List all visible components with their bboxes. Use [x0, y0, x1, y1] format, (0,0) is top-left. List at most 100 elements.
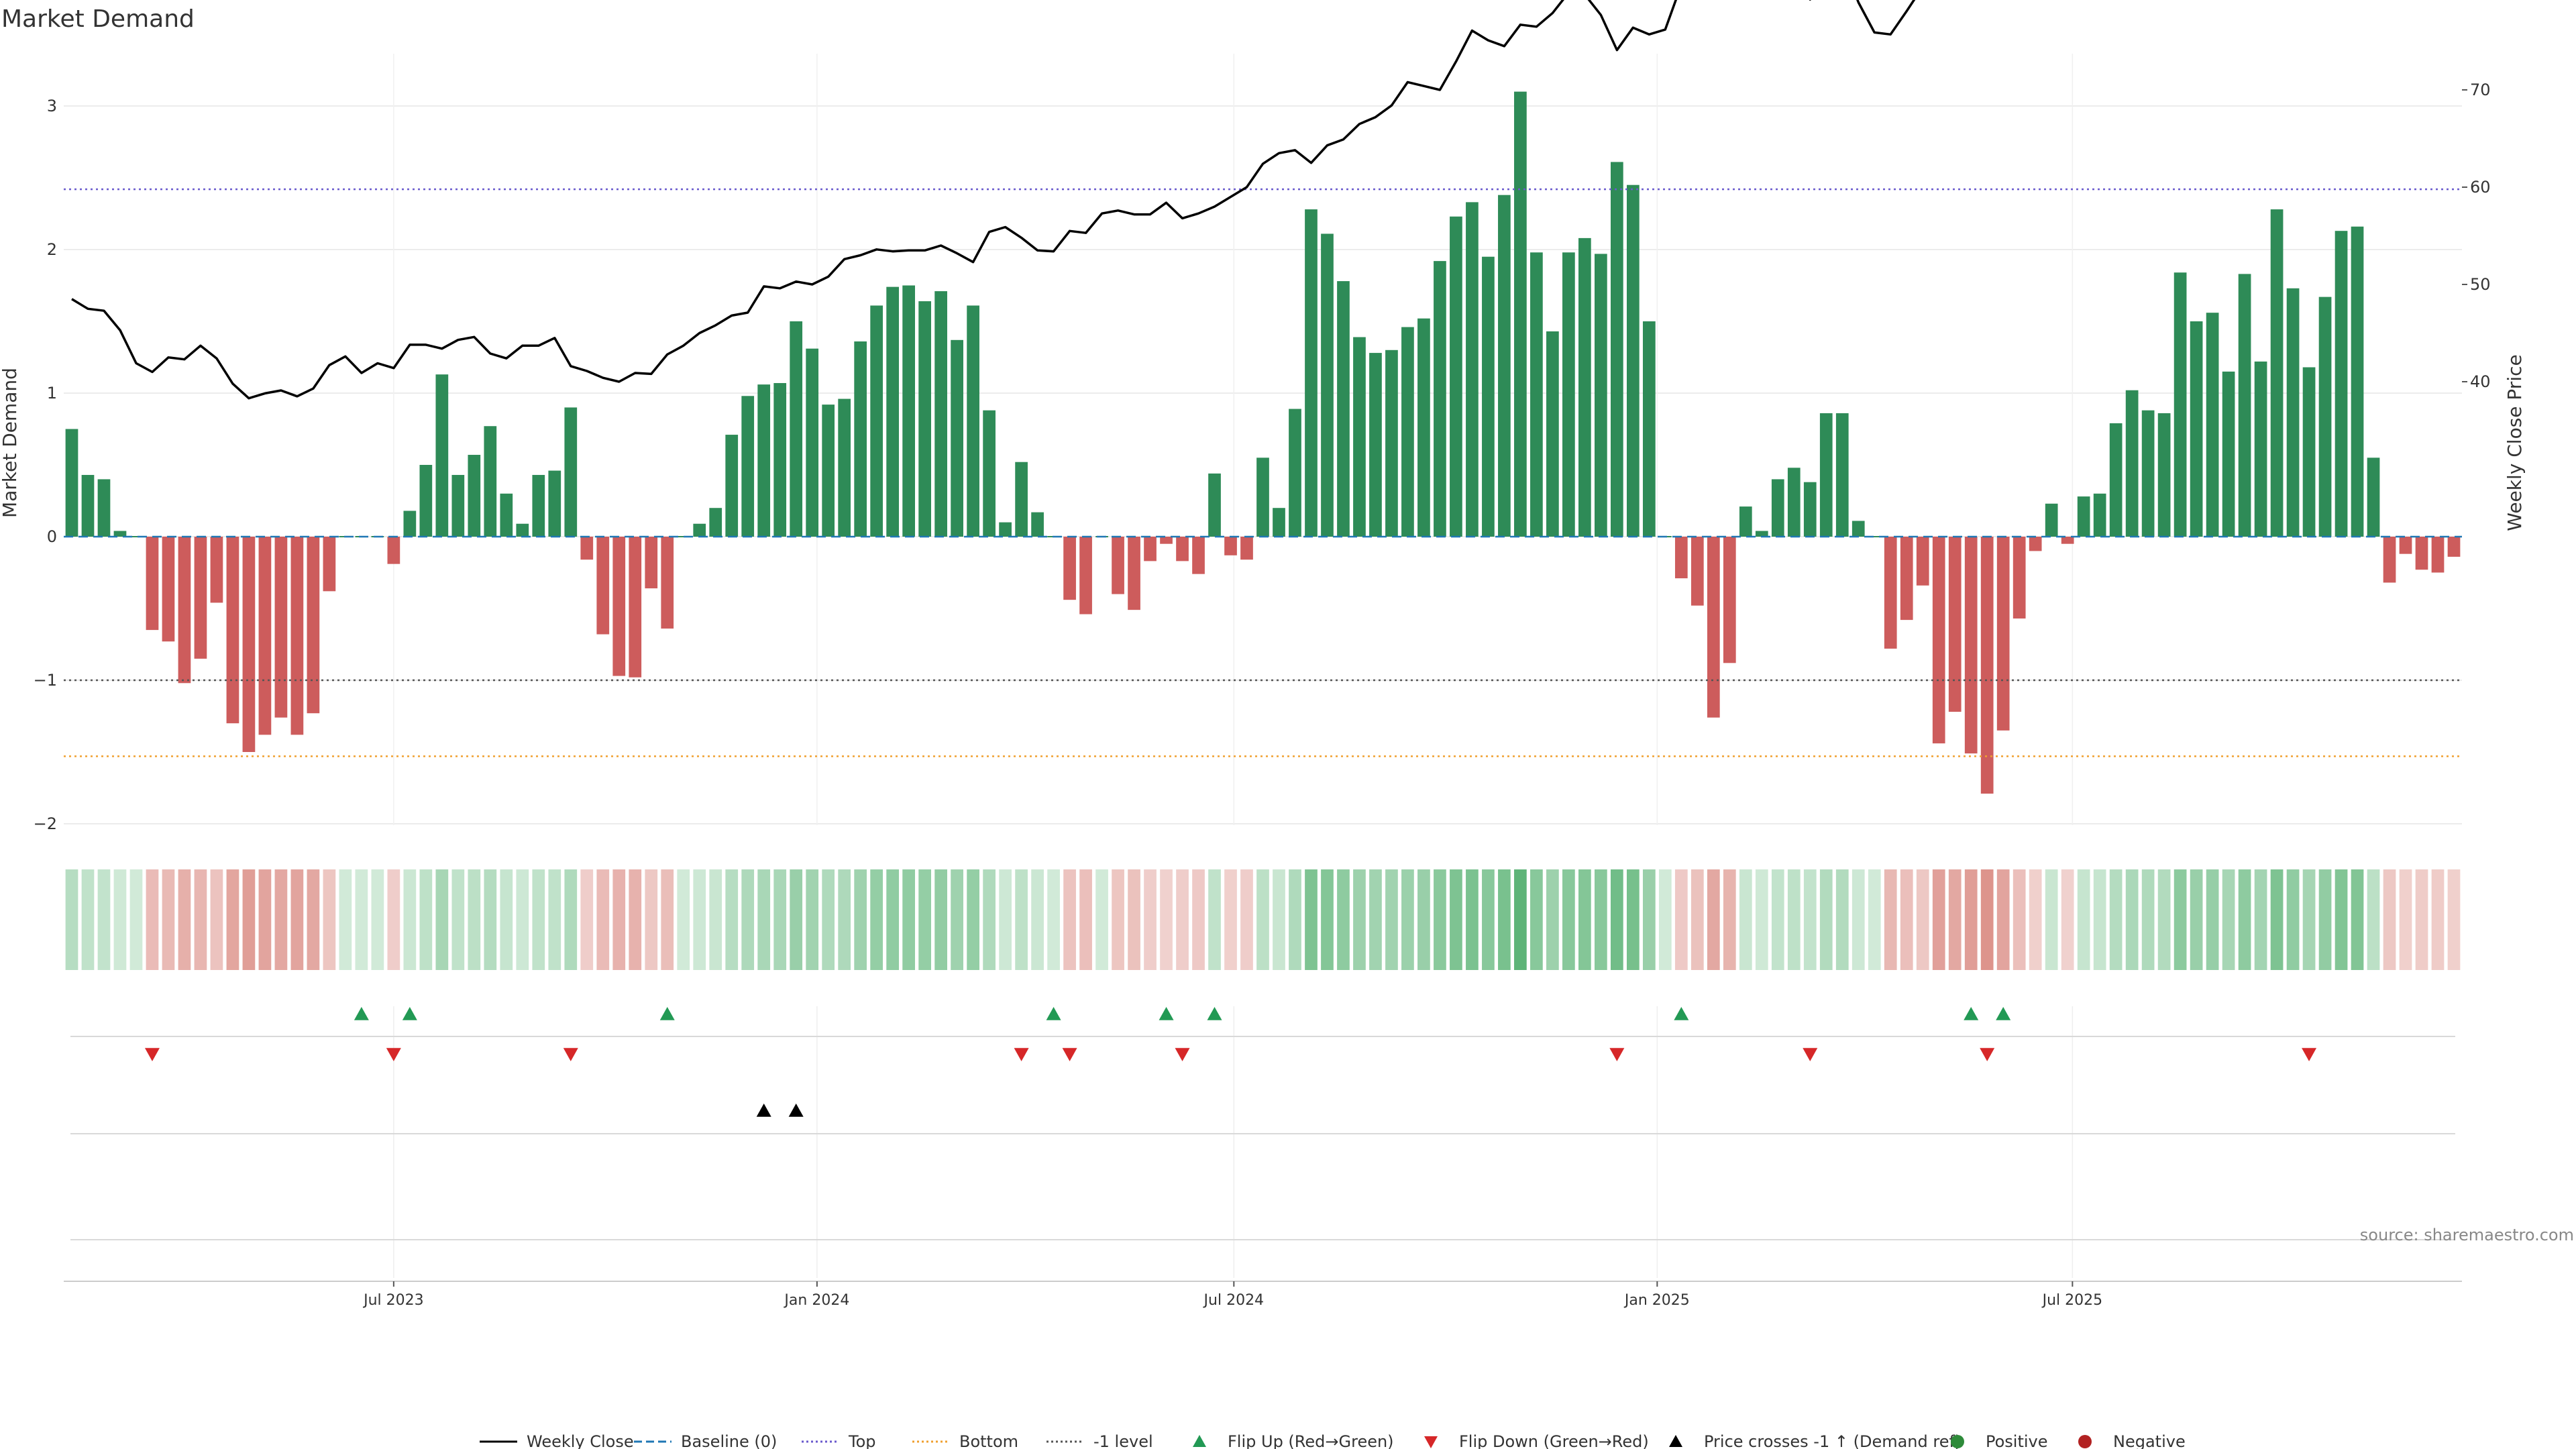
y-tick-label: 2 — [47, 240, 57, 259]
demand-bar — [1739, 506, 1752, 537]
demand-bar — [1771, 479, 1784, 537]
heat-cell — [355, 869, 368, 970]
heat-cell — [1819, 869, 1833, 970]
heat-cell — [1514, 869, 1527, 970]
y-tick-label: −2 — [34, 814, 57, 833]
heat-cell — [645, 869, 658, 970]
demand-bar — [1385, 350, 1398, 537]
heat-cell — [709, 869, 722, 970]
demand-bar — [854, 341, 867, 537]
heat-cell — [661, 869, 674, 970]
demand-bar — [2157, 413, 2171, 537]
demand-bar — [451, 474, 465, 537]
heat-cell — [2302, 869, 2316, 970]
legend-label: Price crosses -1 ↑ (Demand ref) — [1704, 1432, 1961, 1449]
legend-item: Bottom — [912, 1432, 1018, 1449]
demand-bar — [2012, 537, 2026, 619]
heat-cell — [2174, 869, 2187, 970]
heat-cell — [2270, 869, 2284, 970]
flip-down-marker — [1803, 1048, 1818, 1061]
heat-cell — [1658, 869, 1672, 970]
demand-bar — [725, 435, 739, 537]
demand-bar — [2254, 361, 2267, 537]
demand-bar — [2222, 371, 2235, 537]
heat-cell — [387, 869, 400, 970]
heat-cell — [1208, 869, 1221, 970]
demand-bar — [967, 305, 979, 537]
x-tick-label: Jul 2024 — [1203, 1292, 1265, 1309]
demand-bar — [323, 537, 336, 592]
demand-bar — [1063, 537, 1076, 600]
demand-bar — [757, 384, 771, 537]
flip-down-marker — [1062, 1048, 1077, 1061]
demand-bar — [999, 522, 1012, 537]
heat-cell — [500, 869, 513, 970]
heat-cell — [258, 869, 272, 970]
demand-bar — [2351, 226, 2364, 537]
demand-bar — [1803, 482, 1817, 537]
demand-bar — [709, 508, 722, 537]
heat-cell — [419, 869, 433, 970]
heat-cell — [1835, 869, 1849, 970]
y2-tick-label: 50 — [2470, 275, 2491, 294]
heat-cell — [838, 869, 851, 970]
heat-cell — [113, 869, 127, 970]
legend-label: Top — [848, 1432, 876, 1449]
heat-cell — [934, 869, 947, 970]
y-tick-label: 3 — [47, 97, 57, 115]
demand-bar — [1144, 537, 1157, 561]
flip-up-marker — [402, 1007, 417, 1020]
flip-down-marker — [563, 1048, 578, 1061]
heat-cell — [1176, 869, 1189, 970]
demand-bar — [1369, 353, 1382, 537]
heat-cell — [146, 869, 159, 970]
heat-cell — [2045, 869, 2058, 970]
heat-cell — [81, 869, 95, 970]
heat-cell — [226, 869, 239, 970]
demand-bar — [661, 537, 674, 629]
demand-bar — [2109, 423, 2123, 537]
demand-bar — [1031, 512, 1044, 537]
heat-cell — [2093, 869, 2106, 970]
heat-cell — [307, 869, 320, 970]
legend-label: Bottom — [959, 1432, 1018, 1449]
flip-up-marker — [1207, 1007, 1222, 1020]
demand-bar — [1450, 216, 1462, 537]
legend: Weekly Close Baseline (0) Top Bottom -1 leve… — [480, 1432, 2186, 1449]
heat-cell — [2447, 869, 2461, 970]
heat-cell — [339, 869, 352, 970]
demand-bar — [902, 285, 916, 537]
demand-bar — [1079, 537, 1092, 614]
heat-cell — [693, 869, 706, 970]
legend-label: Flip Up (Red→Green) — [1228, 1432, 1394, 1449]
heat-cell — [1642, 869, 1656, 970]
demand-bar — [1112, 537, 1124, 594]
heat-cell — [2125, 869, 2139, 970]
x-tick-label: Jul 2025 — [2041, 1292, 2103, 1309]
demand-bar — [2399, 537, 2412, 554]
heat-cell — [1610, 869, 1623, 970]
heat-cell — [484, 869, 497, 970]
heat-cell — [403, 869, 417, 970]
demand-bar — [1900, 537, 1913, 621]
flip-up-marker — [1159, 1007, 1174, 1020]
demand-bar — [1337, 281, 1350, 537]
demand-bar — [2270, 209, 2284, 537]
grid-lines — [64, 54, 2462, 1282]
heat-cell — [564, 869, 578, 970]
heat-cell — [725, 869, 739, 970]
legend-label: Baseline (0) — [681, 1432, 777, 1449]
demand-bar — [1851, 521, 1865, 537]
reference-lines — [64, 188, 2462, 757]
demand-bar — [1498, 195, 1511, 537]
demand-bar — [2029, 537, 2042, 551]
heat-cell — [870, 869, 883, 970]
legend-item: Flip Down (Green→Red) — [1424, 1432, 1649, 1449]
demand-bar — [2431, 537, 2445, 573]
demand-bar — [1466, 202, 1479, 537]
demand-bar — [532, 474, 545, 537]
x-tick-label: Jan 2025 — [1623, 1292, 1690, 1309]
heat-cell — [1353, 869, 1366, 970]
